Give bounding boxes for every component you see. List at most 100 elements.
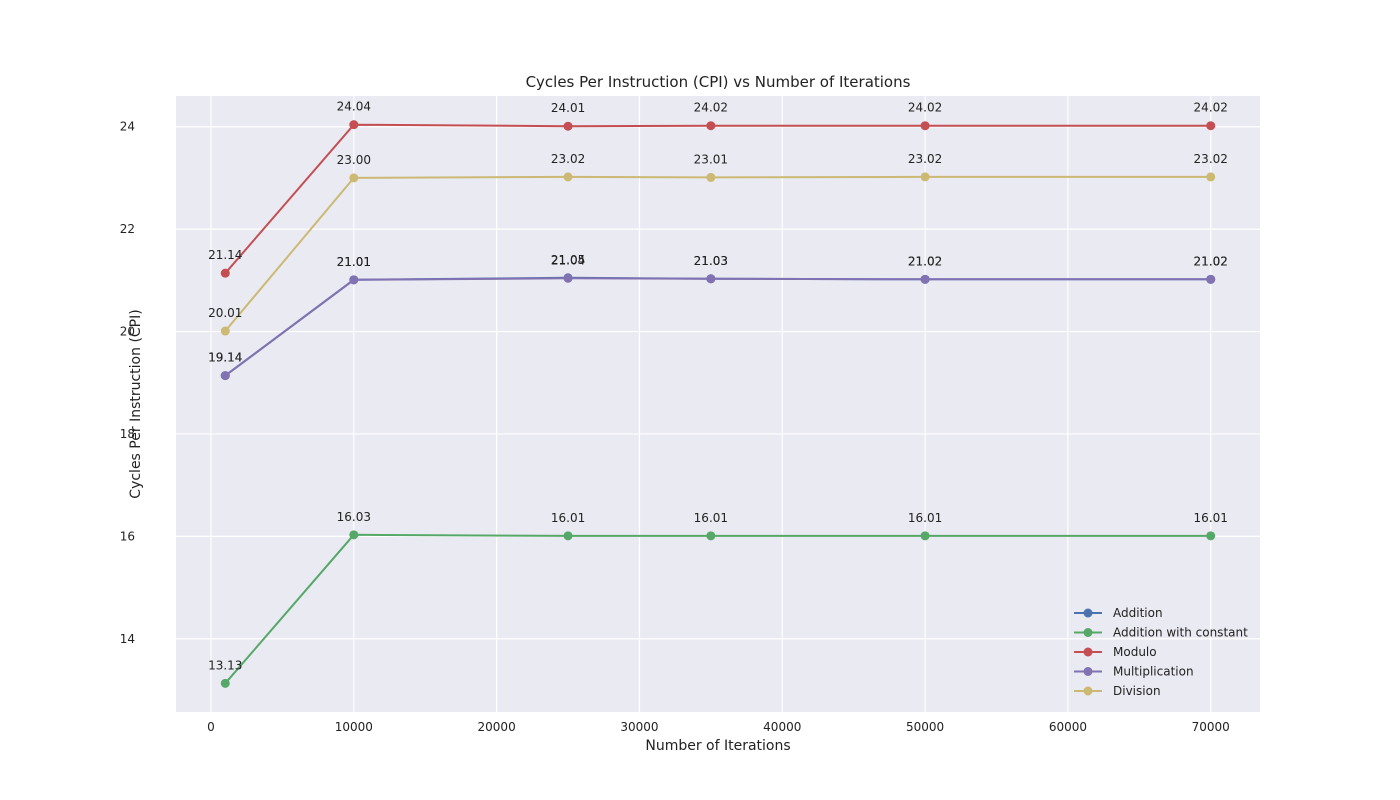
y-tick-label: 14 bbox=[120, 632, 135, 646]
x-axis-label: Number of Iterations bbox=[645, 738, 790, 754]
x-tick-label: 10000 bbox=[335, 720, 373, 734]
data-label: 24.04 bbox=[337, 100, 371, 114]
data-label: 19.14 bbox=[208, 351, 242, 365]
series-multiplication bbox=[220, 273, 1216, 381]
data-point bbox=[706, 531, 716, 541]
x-tick-label: 60000 bbox=[1049, 720, 1087, 734]
data-label: 13.13 bbox=[208, 658, 242, 672]
legend-marker bbox=[1083, 647, 1093, 657]
x-tick-label: 50000 bbox=[906, 720, 944, 734]
data-label: 19.14 bbox=[208, 351, 242, 365]
data-point bbox=[1206, 274, 1216, 284]
legend-marker bbox=[1083, 608, 1093, 618]
data-label: 24.01 bbox=[551, 101, 585, 115]
data-label: 24.02 bbox=[1194, 101, 1228, 115]
data-point bbox=[706, 172, 716, 182]
data-point bbox=[349, 275, 359, 285]
data-label: 21.01 bbox=[337, 255, 371, 269]
plot-area bbox=[176, 96, 1260, 712]
legend-item: Multiplication bbox=[1074, 665, 1194, 679]
data-label: 23.00 bbox=[337, 153, 371, 167]
x-tick-label: 30000 bbox=[620, 720, 658, 734]
y-axis-ticks: 14 16 18 20 22 24 bbox=[120, 120, 135, 646]
legend-item: Addition bbox=[1074, 606, 1163, 620]
data-point bbox=[920, 531, 930, 541]
data-label: 21.01 bbox=[337, 255, 371, 269]
data-label: 23.02 bbox=[1194, 152, 1228, 166]
data-point bbox=[1206, 531, 1216, 541]
series-line-multiplication bbox=[224, 277, 1211, 377]
x-tick-label: 70000 bbox=[1192, 720, 1230, 734]
series-division bbox=[220, 172, 1216, 336]
series-layer bbox=[220, 120, 1216, 688]
data-label: 20.01 bbox=[208, 306, 242, 320]
legend-item: Division bbox=[1074, 684, 1161, 698]
data-label: 21.02 bbox=[1194, 254, 1228, 268]
legend-marker bbox=[1083, 686, 1093, 696]
data-label: 21.02 bbox=[1194, 254, 1228, 268]
series-line-division bbox=[224, 175, 1211, 332]
data-label: 21.03 bbox=[694, 254, 728, 268]
legend-marker bbox=[1083, 667, 1093, 676]
series-addition-with-constant bbox=[220, 530, 1216, 688]
data-label: 21.02 bbox=[908, 254, 942, 268]
x-tick-label: 0 bbox=[207, 720, 215, 734]
legend-label: Addition bbox=[1113, 606, 1163, 620]
y-tick-label: 16 bbox=[120, 529, 135, 543]
data-labels: 19.14 21.01 21.05 21.03 21.02 21.02 13.13 16.03… bbox=[208, 100, 1228, 673]
data-label: 21.14 bbox=[208, 248, 242, 262]
data-label: 16.01 bbox=[551, 511, 585, 525]
legend-label: Division bbox=[1113, 684, 1161, 698]
data-point bbox=[920, 121, 930, 131]
data-label: 21.02 bbox=[908, 254, 942, 268]
data-point bbox=[220, 326, 230, 336]
series-line-modulo bbox=[224, 123, 1211, 274]
data-point bbox=[220, 268, 230, 278]
data-point bbox=[349, 173, 359, 183]
y-tick-label: 24 bbox=[120, 120, 135, 134]
data-point bbox=[563, 121, 573, 131]
data-label: 21.03 bbox=[694, 254, 728, 268]
y-tick-label: 20 bbox=[120, 325, 135, 339]
legend: Addition Addition with constant Modulo Mult… bbox=[1074, 606, 1248, 698]
data-label: 23.01 bbox=[694, 152, 728, 166]
data-point bbox=[706, 121, 716, 131]
series-modulo bbox=[220, 120, 1216, 278]
data-point bbox=[1206, 121, 1216, 131]
data-label: 23.02 bbox=[551, 152, 585, 166]
x-tick-label: 20000 bbox=[478, 720, 516, 734]
data-label: 21.04 bbox=[551, 253, 585, 267]
data-point bbox=[920, 172, 930, 182]
y-axis-label: Cycles Per Instruction (CPI) bbox=[128, 309, 144, 498]
data-label: 16.01 bbox=[694, 511, 728, 525]
data-label: 23.02 bbox=[908, 152, 942, 166]
data-point bbox=[1206, 172, 1216, 182]
y-tick-label: 22 bbox=[120, 222, 135, 236]
legend-marker bbox=[1083, 628, 1093, 637]
data-point bbox=[706, 274, 716, 284]
chart-title: Cycles Per Instruction (CPI) vs Number o… bbox=[526, 73, 911, 91]
data-label: 16.01 bbox=[908, 511, 942, 525]
legend-label: Multiplication bbox=[1113, 665, 1194, 679]
data-point bbox=[349, 530, 359, 540]
legend-item: Modulo bbox=[1074, 645, 1157, 659]
data-label: 21.05 bbox=[551, 253, 585, 267]
x-axis-ticks: 0 10000 20000 30000 40000 50000 60000 70000 bbox=[207, 720, 1230, 734]
series-line-addition-with-constant bbox=[224, 533, 1211, 684]
data-point bbox=[349, 120, 359, 130]
data-point bbox=[220, 678, 230, 688]
legend-label: Modulo bbox=[1113, 645, 1157, 659]
data-label: 24.02 bbox=[908, 101, 942, 115]
data-label: 16.03 bbox=[337, 510, 371, 524]
data-point bbox=[563, 172, 573, 182]
data-point bbox=[563, 273, 573, 283]
data-point bbox=[220, 371, 230, 381]
data-point bbox=[920, 274, 930, 284]
x-tick-label: 40000 bbox=[763, 720, 801, 734]
legend-item: Addition with constant bbox=[1074, 626, 1248, 640]
y-tick-label: 18 bbox=[120, 427, 135, 441]
data-point bbox=[563, 531, 573, 541]
data-label: 24.02 bbox=[694, 101, 728, 115]
data-label: 16.01 bbox=[1194, 511, 1228, 525]
